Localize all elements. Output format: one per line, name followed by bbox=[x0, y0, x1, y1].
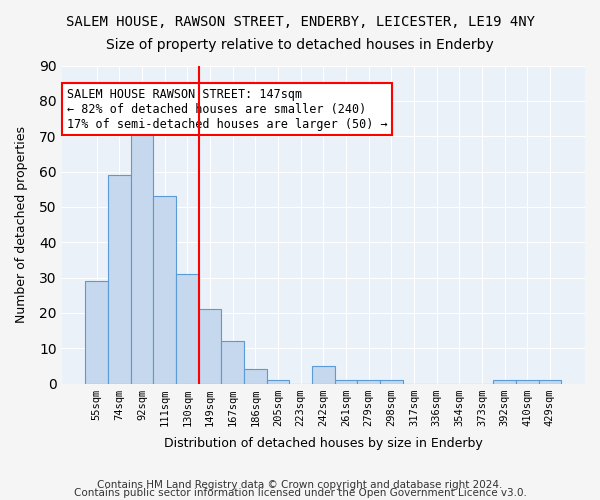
Bar bbox=[176, 274, 199, 384]
Bar bbox=[380, 380, 403, 384]
Text: Contains public sector information licensed under the Open Government Licence v3: Contains public sector information licen… bbox=[74, 488, 526, 498]
Text: SALEM HOUSE RAWSON STREET: 147sqm
← 82% of detached houses are smaller (240)
17%: SALEM HOUSE RAWSON STREET: 147sqm ← 82% … bbox=[67, 88, 388, 131]
Y-axis label: Number of detached properties: Number of detached properties bbox=[15, 126, 28, 323]
Bar bbox=[516, 380, 539, 384]
Bar bbox=[244, 370, 266, 384]
X-axis label: Distribution of detached houses by size in Enderby: Distribution of detached houses by size … bbox=[164, 437, 482, 450]
Bar bbox=[335, 380, 357, 384]
Text: Contains HM Land Registry data © Crown copyright and database right 2024.: Contains HM Land Registry data © Crown c… bbox=[97, 480, 503, 490]
Bar bbox=[312, 366, 335, 384]
Text: SALEM HOUSE, RAWSON STREET, ENDERBY, LEICESTER, LE19 4NY: SALEM HOUSE, RAWSON STREET, ENDERBY, LEI… bbox=[65, 15, 535, 29]
Bar bbox=[221, 341, 244, 384]
Bar bbox=[539, 380, 561, 384]
Bar bbox=[108, 175, 131, 384]
Bar bbox=[266, 380, 289, 384]
Bar bbox=[493, 380, 516, 384]
Bar bbox=[199, 310, 221, 384]
Bar bbox=[357, 380, 380, 384]
Text: Size of property relative to detached houses in Enderby: Size of property relative to detached ho… bbox=[106, 38, 494, 52]
Bar bbox=[154, 196, 176, 384]
Bar bbox=[85, 281, 108, 384]
Bar bbox=[131, 122, 154, 384]
